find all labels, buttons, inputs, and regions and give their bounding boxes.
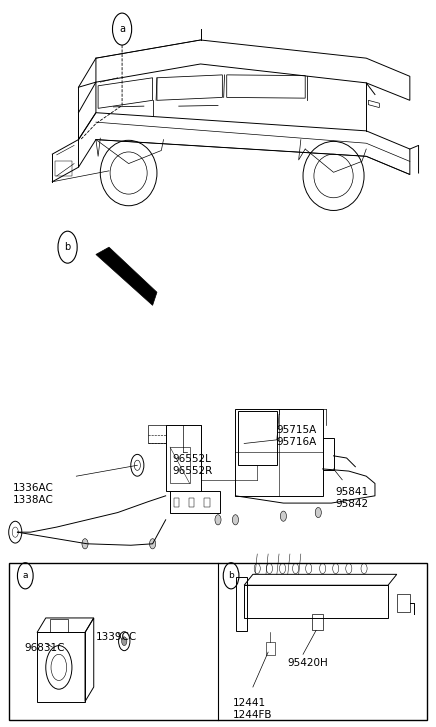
Polygon shape <box>96 247 157 305</box>
Text: 96552L
96552R: 96552L 96552R <box>172 454 212 476</box>
Text: 95420H: 95420H <box>288 658 328 668</box>
Text: a: a <box>23 571 28 580</box>
Text: a: a <box>119 24 125 34</box>
Bar <box>50 619 68 632</box>
Bar <box>236 577 247 631</box>
Circle shape <box>82 539 88 549</box>
Bar <box>148 425 166 443</box>
Circle shape <box>280 511 286 521</box>
Text: b: b <box>228 571 234 580</box>
Circle shape <box>232 515 238 525</box>
Bar <box>323 438 334 470</box>
Bar <box>204 498 210 507</box>
Bar <box>266 642 275 655</box>
Bar <box>397 594 410 612</box>
Bar <box>9 563 427 720</box>
Bar <box>238 411 277 465</box>
Text: 12441
1244FB: 12441 1244FB <box>233 698 273 720</box>
Text: 96831C: 96831C <box>24 643 65 654</box>
Circle shape <box>215 515 221 525</box>
Text: b: b <box>65 242 71 252</box>
Bar <box>174 498 179 507</box>
Text: 1339CC: 1339CC <box>96 632 137 643</box>
Bar <box>166 425 201 491</box>
Circle shape <box>315 507 321 518</box>
Bar <box>170 447 190 483</box>
Bar <box>170 491 220 513</box>
Bar <box>312 614 323 630</box>
Bar <box>37 632 85 702</box>
Bar <box>189 498 194 507</box>
Text: 95841
95842: 95841 95842 <box>336 487 369 509</box>
Bar <box>235 409 323 496</box>
Circle shape <box>150 539 156 549</box>
Circle shape <box>122 637 127 646</box>
Bar <box>244 585 388 618</box>
Text: 1336AC
1338AC: 1336AC 1338AC <box>13 483 54 505</box>
Bar <box>54 161 72 176</box>
Text: 95715A
95716A: 95715A 95716A <box>277 425 317 447</box>
